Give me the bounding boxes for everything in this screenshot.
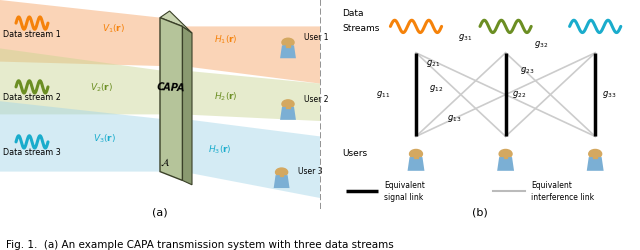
Text: $g_{11}$: $g_{11}$ bbox=[376, 89, 390, 100]
Text: Users: Users bbox=[342, 150, 367, 158]
Polygon shape bbox=[160, 11, 192, 33]
Bar bbox=[286, 105, 290, 108]
Text: Data stream 1: Data stream 1 bbox=[3, 30, 61, 38]
Bar bbox=[593, 155, 597, 158]
Bar bbox=[414, 155, 418, 158]
Text: $g_{13}$: $g_{13}$ bbox=[447, 113, 461, 124]
Polygon shape bbox=[182, 70, 320, 121]
Text: $V_2(\mathbf{r})$: $V_2(\mathbf{r})$ bbox=[90, 82, 113, 94]
Text: $g_{12}$: $g_{12}$ bbox=[429, 82, 443, 94]
Text: $V_1(\mathbf{r})$: $V_1(\mathbf{r})$ bbox=[102, 22, 125, 35]
Bar bbox=[504, 155, 508, 158]
Text: (b): (b) bbox=[472, 208, 488, 218]
Text: User 3: User 3 bbox=[298, 167, 322, 176]
Text: User 1: User 1 bbox=[304, 33, 328, 42]
Text: Fig. 1.  (a) An example CAPA transmission system with three data streams: Fig. 1. (a) An example CAPA transmission… bbox=[6, 240, 394, 250]
Polygon shape bbox=[160, 18, 182, 180]
Text: $g_{31}$: $g_{31}$ bbox=[458, 32, 472, 43]
Text: Data stream 3: Data stream 3 bbox=[3, 148, 61, 158]
Text: $H_3(\mathbf{r})$: $H_3(\mathbf{r})$ bbox=[208, 143, 232, 156]
Text: $V_3(\mathbf{r})$: $V_3(\mathbf{r})$ bbox=[93, 132, 116, 145]
Polygon shape bbox=[182, 26, 320, 84]
Circle shape bbox=[282, 100, 294, 108]
Bar bbox=[286, 43, 290, 47]
Circle shape bbox=[276, 168, 287, 176]
Text: $\mathcal{A}$: $\mathcal{A}$ bbox=[160, 157, 170, 168]
Text: $g_{23}$: $g_{23}$ bbox=[520, 65, 534, 76]
Bar bbox=[280, 173, 284, 176]
Text: Equivalent
signal link: Equivalent signal link bbox=[384, 181, 425, 202]
Circle shape bbox=[282, 38, 294, 46]
Polygon shape bbox=[587, 157, 604, 171]
Polygon shape bbox=[182, 26, 192, 185]
Text: $H_2(\mathbf{r})$: $H_2(\mathbf{r})$ bbox=[214, 90, 238, 103]
Polygon shape bbox=[274, 175, 289, 188]
Text: User 2: User 2 bbox=[304, 94, 328, 104]
Text: $g_{33}$: $g_{33}$ bbox=[602, 89, 616, 100]
Text: Streams: Streams bbox=[342, 24, 380, 33]
Polygon shape bbox=[280, 46, 296, 58]
Circle shape bbox=[410, 150, 422, 158]
Polygon shape bbox=[0, 48, 160, 114]
Text: Data stream 2: Data stream 2 bbox=[3, 94, 61, 102]
Polygon shape bbox=[408, 157, 424, 171]
Polygon shape bbox=[0, 0, 160, 66]
Text: $g_{22}$: $g_{22}$ bbox=[512, 89, 526, 100]
Polygon shape bbox=[497, 157, 514, 171]
Text: CAPA: CAPA bbox=[157, 82, 186, 94]
Text: $g_{21}$: $g_{21}$ bbox=[426, 58, 440, 69]
Text: (a): (a) bbox=[152, 208, 168, 218]
Polygon shape bbox=[0, 101, 160, 172]
Polygon shape bbox=[182, 119, 320, 198]
Circle shape bbox=[589, 150, 602, 158]
Circle shape bbox=[499, 150, 512, 158]
Text: Equivalent
interference link: Equivalent interference link bbox=[531, 181, 595, 202]
Text: $g_{32}$: $g_{32}$ bbox=[534, 38, 548, 50]
Text: Data: Data bbox=[342, 9, 364, 18]
Polygon shape bbox=[280, 107, 296, 120]
Text: $H_1(\mathbf{r})$: $H_1(\mathbf{r})$ bbox=[214, 33, 238, 46]
